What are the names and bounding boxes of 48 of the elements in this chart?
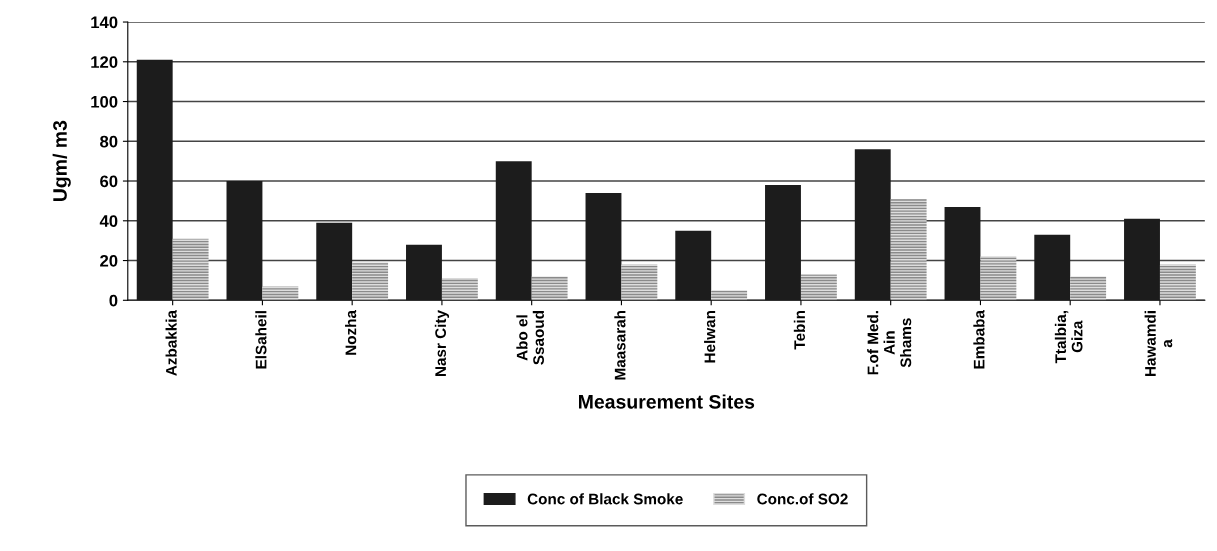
y-tick-label: 20 xyxy=(100,254,118,267)
bar xyxy=(890,198,927,301)
x-tick-label: Tebin xyxy=(793,310,806,350)
legend-label: Conc.of SO2 xyxy=(757,493,848,505)
bar xyxy=(1124,218,1160,301)
bar xyxy=(1159,264,1196,301)
bar xyxy=(441,278,478,301)
x-tick-label: Azbakkia xyxy=(165,309,177,376)
bar xyxy=(675,230,712,301)
x-tick-label: Maasarah xyxy=(614,310,626,380)
bar xyxy=(980,256,1017,301)
y-tick-label: 40 xyxy=(99,215,118,227)
y-tick-label: 80 xyxy=(100,135,118,148)
y-tick-label: 60 xyxy=(100,175,118,188)
x-tick-label: Nozha xyxy=(345,309,357,355)
y-tick-label: 140 xyxy=(91,16,118,29)
y-tick-label: 120 xyxy=(91,56,118,68)
x-tick-label: Abo el Ssaoud xyxy=(516,311,545,365)
legend-label: Conc of Black Smoke xyxy=(527,493,683,505)
bar xyxy=(352,262,389,301)
y-axis-title: Ugm/ m3 xyxy=(52,120,71,202)
x-tick-label: F.of Med. Ain Shams xyxy=(867,311,912,375)
bar xyxy=(406,244,442,301)
bar xyxy=(262,286,299,301)
bar xyxy=(800,274,837,301)
bar xyxy=(531,276,568,301)
bar xyxy=(944,206,981,301)
bar xyxy=(621,264,658,301)
x-tick-label: Helwan xyxy=(704,310,716,363)
x-tick-label: Embaba xyxy=(973,309,985,369)
y-tick-label: 0 xyxy=(109,294,118,307)
x-tick-label: Nasr City xyxy=(434,310,450,377)
x-tick-label: Hawamdi a xyxy=(1144,311,1173,377)
bar xyxy=(136,59,173,301)
bar xyxy=(172,238,209,301)
y-tick-label: 100 xyxy=(91,95,118,108)
bar xyxy=(1034,234,1071,301)
bar xyxy=(495,161,532,301)
x-tick-label: Ttalbia, Giza xyxy=(1054,311,1083,364)
bar xyxy=(585,192,622,301)
x-axis-title: Measurement Sites xyxy=(579,394,755,409)
x-tick-label: ElSaheil xyxy=(255,311,267,369)
bar xyxy=(711,290,748,301)
bar xyxy=(765,185,801,301)
bar xyxy=(854,149,891,301)
bar xyxy=(316,222,353,301)
bar xyxy=(1070,276,1107,301)
bar xyxy=(226,181,263,301)
